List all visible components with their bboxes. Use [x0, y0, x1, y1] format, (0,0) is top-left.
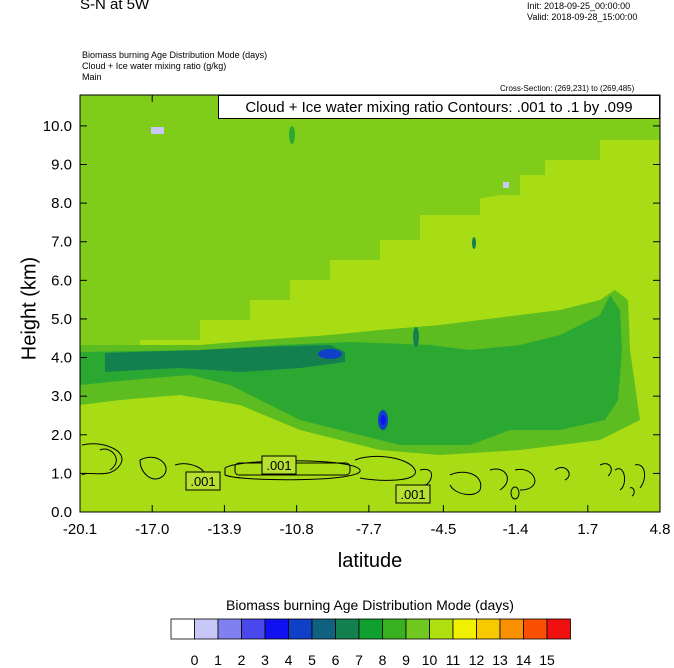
colorbar-swatch [194, 618, 219, 640]
x-tick-label: -13.9 [207, 521, 241, 538]
upper-blob-white-1 [151, 127, 164, 134]
core-region [105, 345, 345, 372]
plot-area [80, 95, 660, 512]
y-tick-label: 8.0 [51, 195, 72, 212]
colorbar-swatch [546, 618, 571, 640]
x-tick-label: -17.0 [135, 521, 169, 538]
valid-time: Valid: 2018-09-28_15:00:00 [527, 12, 638, 22]
colorbar-swatch [523, 618, 548, 640]
colorbar-title: Biomass burning Age Distribution Mode (d… [226, 597, 514, 613]
colorbar-swatch [382, 618, 407, 640]
colorbar-tick-label: 3 [261, 652, 269, 668]
colorbar-tick-label: 9 [402, 652, 410, 668]
colorbar-swatch [264, 618, 289, 640]
x-tick-label: -20.1 [63, 521, 97, 538]
colorbar-swatch [452, 618, 477, 640]
colorbar-tick-label: 11 [446, 652, 461, 668]
y-tick-label: 1.0 [51, 465, 72, 482]
x-tick-label: 4.8 [650, 521, 671, 538]
colorbar-swatch [311, 618, 336, 640]
contour-label-box [261, 455, 297, 475]
x-tick-label: -10.8 [280, 521, 314, 538]
colorbar-tick-label: 15 [539, 652, 555, 668]
y-tick-label: 5.0 [51, 311, 72, 328]
y-tick-label: 2.0 [51, 427, 72, 444]
init-time: Init: 2018-09-25_00:00:00 [527, 1, 631, 11]
colorbar-swatch [358, 618, 383, 640]
chart-title: S-N at 5W [80, 0, 150, 13]
colorbar-swatch [476, 618, 501, 640]
x-tick-label: -4.5 [430, 521, 456, 538]
upper-blob-1 [289, 126, 295, 144]
colorbar-swatch [499, 618, 524, 640]
y-axis-label: Height (km) [18, 256, 41, 361]
colorbar-tick-label: 6 [332, 652, 340, 668]
colorbar-tick-label: 0 [191, 652, 199, 668]
field-label-3: Main [82, 72, 102, 82]
core-blob-blue-2-center [380, 415, 386, 425]
contour-label: .001 [400, 487, 425, 502]
colorbar-tick-label: 8 [379, 652, 387, 668]
colorbar-tick-label: 7 [355, 652, 363, 668]
core-blob-blue-1 [318, 349, 342, 359]
y-tick-label: 9.0 [51, 157, 72, 174]
colorbar-swatch [335, 618, 360, 640]
y-tick-label: 7.0 [51, 234, 72, 251]
core-blob-3 [413, 327, 419, 347]
colorbar-swatch [405, 618, 430, 640]
colorbar-tick-label: 12 [469, 652, 485, 668]
contour-label-box [185, 471, 221, 491]
upper-blob-white-2 [503, 182, 509, 188]
colorbar-tick-label: 2 [238, 652, 246, 668]
x-tick-label: -7.7 [356, 521, 382, 538]
contour-label: .001 [266, 458, 291, 473]
y-tick-label: 4.0 [51, 350, 72, 367]
y-tick-label: 3.0 [51, 388, 72, 405]
y-tick-label: 6.0 [51, 272, 72, 289]
contour-label-box [395, 484, 431, 504]
lower-plume-region [80, 295, 622, 445]
y-tick-label: 0.0 [51, 504, 72, 521]
colorbar-swatch [170, 618, 195, 640]
colorbar-swatch [429, 618, 454, 640]
colorbar-tick-label: 4 [285, 652, 293, 668]
contour-label: .001 [190, 474, 215, 489]
colorbar-tick-label: 10 [422, 652, 438, 668]
x-tick-label: 1.7 [577, 521, 598, 538]
colorbar-tick-label: 1 [214, 652, 222, 668]
upper-layer-tongue [180, 170, 500, 275]
cross-section-label: Cross-Section: (269,231) to (269,485) [500, 84, 635, 93]
y-tick-label: 10.0 [43, 118, 72, 135]
colorbar-tick-label: 14 [516, 652, 532, 668]
colorbar-swatch [217, 618, 242, 640]
field-label-2: Cloud + Ice water mixing ratio (g/kg) [82, 61, 227, 71]
x-axis-label: latitude [337, 550, 403, 572]
x-tick-label: -1.4 [503, 521, 529, 538]
colorbar-swatch [288, 618, 313, 640]
field-label-1: Biomass burning Age Distribution Mode (d… [82, 50, 268, 60]
colorbar-tick-label: 5 [308, 652, 316, 668]
colorbar-tick-label: 13 [492, 652, 508, 668]
contour-info-box: Cloud + Ice water mixing ratio Contours:… [218, 95, 660, 119]
upper-blob-2 [472, 237, 476, 249]
colorbar-swatch [241, 618, 266, 640]
